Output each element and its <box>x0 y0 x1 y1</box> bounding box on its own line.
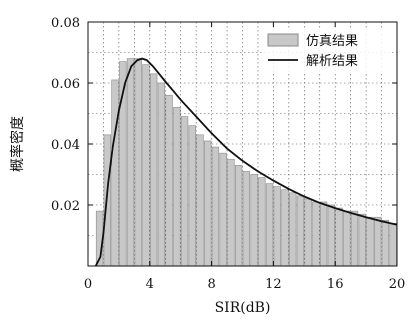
x-axis-title: SIR(dB) <box>215 300 271 316</box>
legend-label-line: 解析结果 <box>306 54 358 69</box>
histogram-bar <box>343 210 351 267</box>
histogram-bar <box>389 223 397 267</box>
histogram-bar <box>350 210 359 267</box>
histogram-bar <box>366 216 374 267</box>
histogram-bar <box>289 192 297 267</box>
histogram-bar <box>304 198 312 267</box>
histogram-bar <box>242 171 251 267</box>
x-tick-label: 4 <box>146 277 154 292</box>
histogram-bar <box>188 125 196 267</box>
histogram-bar <box>111 79 119 267</box>
histogram-bar <box>281 189 289 267</box>
histogram-bar <box>335 207 343 267</box>
x-tick-label: 12 <box>265 277 282 292</box>
histogram-bar <box>258 177 266 267</box>
histogram-bar <box>134 58 142 267</box>
histogram-bar <box>150 73 158 267</box>
y-tick-label: 0.08 <box>51 16 80 31</box>
histogram-bar <box>157 82 166 267</box>
histogram-bar <box>211 146 220 267</box>
analytic-curve <box>94 57 398 267</box>
histogram-bar <box>204 140 212 267</box>
x-tick-label: 0 <box>84 277 92 292</box>
histogram-bar <box>196 134 204 267</box>
histogram-bar <box>250 174 258 267</box>
legend-swatch-bar <box>267 33 299 47</box>
histogram-bar <box>219 152 227 267</box>
y-tick-label: 0.02 <box>51 199 80 214</box>
y-tick-label: 0.06 <box>51 77 80 92</box>
histogram-bar <box>327 204 336 267</box>
x-tick-label: 20 <box>389 277 406 292</box>
x-tick-label: 16 <box>327 277 344 292</box>
y-tick-label: 0.04 <box>51 138 80 153</box>
histogram-bar <box>227 158 235 267</box>
histogram-bar <box>165 94 173 267</box>
histogram-bar <box>273 186 281 267</box>
bar-series <box>95 58 397 267</box>
histogram-bar <box>142 64 150 267</box>
x-tick-label: 8 <box>207 277 215 292</box>
histogram-bar <box>296 195 305 267</box>
histogram-bar <box>173 107 181 267</box>
legend: 仿真结果 解析结果 <box>264 28 390 72</box>
y-axis-title: 概率密度 <box>9 116 26 172</box>
histogram-bar <box>234 165 243 267</box>
histogram-bar <box>358 213 366 267</box>
histogram-bar <box>312 201 320 267</box>
tick-labels: 0 4 8 12 16 20 0.02 0.04 0.06 0.08 <box>51 16 405 292</box>
histogram-bar <box>180 116 189 267</box>
histogram-bar <box>265 183 274 267</box>
histogram-bar <box>126 58 135 267</box>
histogram-bar <box>381 219 390 267</box>
legend-label-bar: 仿真结果 <box>306 34 358 49</box>
histogram-bar <box>319 201 328 267</box>
histogram-bar <box>374 216 382 267</box>
axis-ticks <box>87 21 398 266</box>
